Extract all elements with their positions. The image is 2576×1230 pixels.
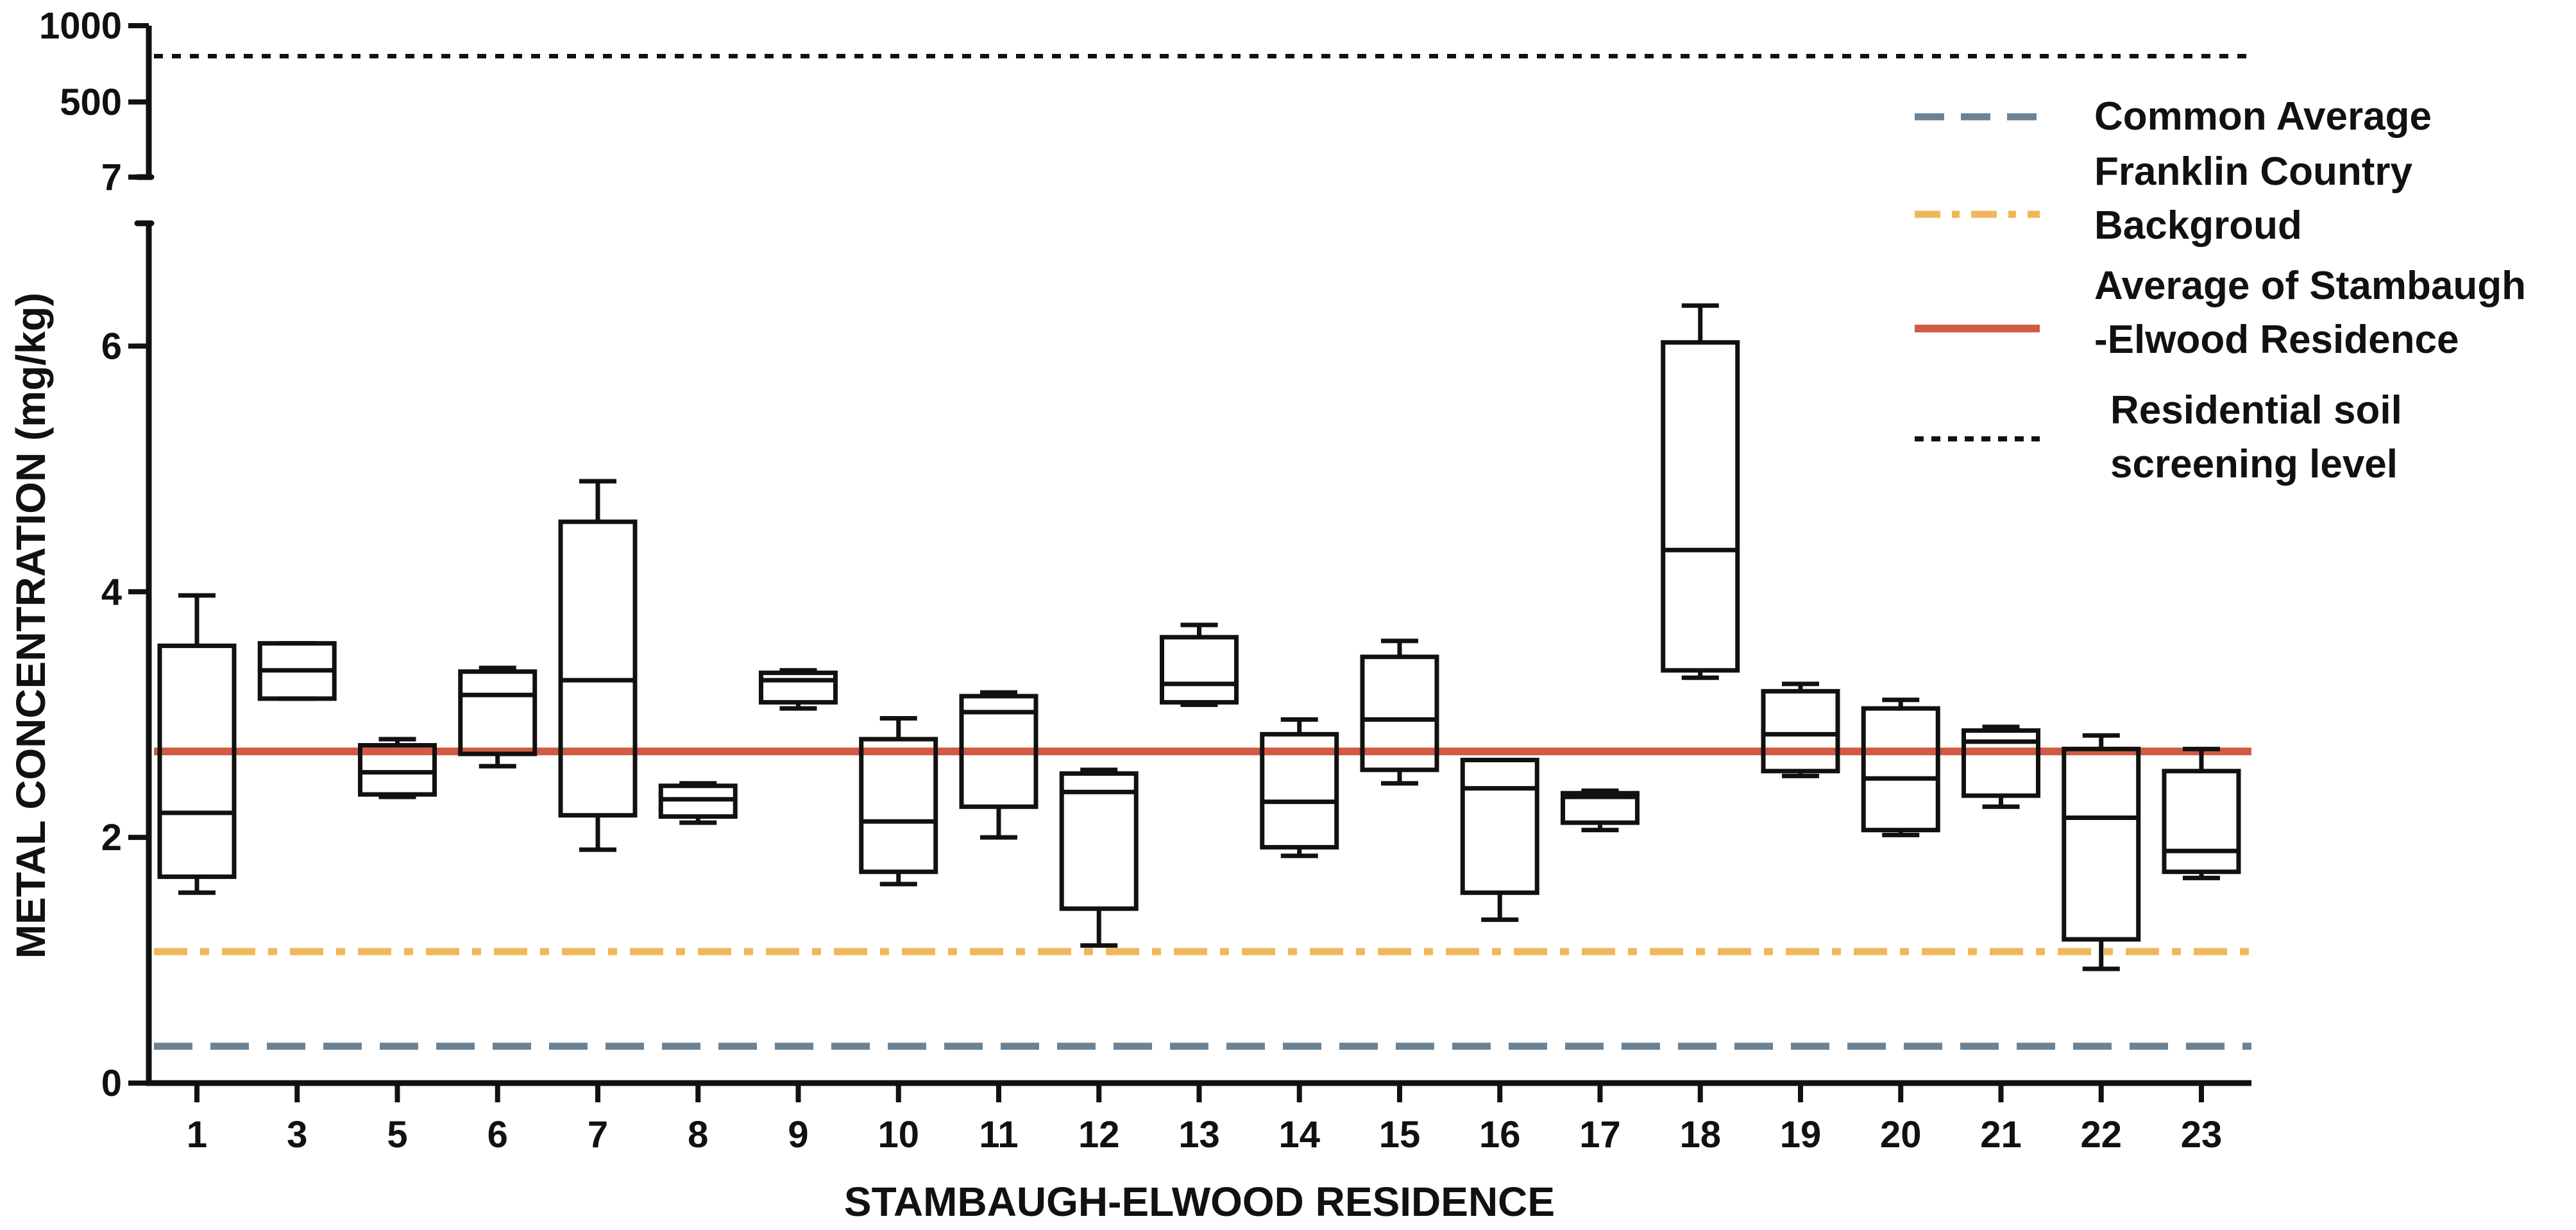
x-tick-label: 19 (1780, 1114, 1822, 1156)
box-7 (558, 479, 638, 852)
x-tick-label: 18 (1679, 1114, 1721, 1156)
box-iqr (157, 644, 237, 879)
x-tick-label: 3 (287, 1114, 307, 1156)
box-iqr (859, 737, 938, 875)
y-tick-label: 1000 (39, 5, 122, 47)
reference-lines (154, 54, 2251, 1050)
box-iqr (558, 519, 638, 818)
y-tick-label: 0 (101, 1063, 122, 1104)
y-tick-label: 500 (60, 81, 122, 123)
legend-label-4: Residential soil (2110, 388, 2402, 432)
y-tick-label: 6 (101, 325, 122, 367)
box-17 (1561, 788, 1640, 833)
lower-axis-panel: 0 2 4 6 (101, 220, 2251, 1104)
box-15 (1360, 638, 1439, 786)
x-tick-label: 7 (588, 1114, 608, 1156)
box-iqr (1761, 688, 1840, 774)
x-tick-label: 22 (2080, 1114, 2122, 1156)
box-iqr (1260, 731, 1339, 850)
box-10 (859, 715, 938, 887)
x-tick-label: 23 (2181, 1114, 2223, 1156)
box-iqr (1360, 654, 1439, 773)
x-tick-label: 21 (1980, 1114, 2022, 1156)
box-iqr (1460, 758, 1539, 895)
box-iqr (2062, 746, 2141, 942)
box-iqr (759, 671, 838, 705)
x-tick-label: 9 (788, 1114, 808, 1156)
box-iqr (458, 669, 538, 756)
x-tick-label: 15 (1379, 1114, 1421, 1156)
legend: Common Average Franklin Country Backgroud A… (1915, 94, 2526, 486)
y-tick-label: 2 (101, 817, 122, 858)
box-20 (1861, 697, 1940, 837)
box-8 (658, 781, 738, 825)
legend-label-1: Common Average (2094, 94, 2432, 139)
box-19 (1761, 681, 1840, 778)
box-iqr (1160, 635, 1239, 705)
box-16 (1460, 758, 1539, 922)
y-tick-label: 7 (101, 157, 122, 198)
x-tick-label: 5 (387, 1114, 407, 1156)
y-axis-title: METAL CONCENTRATION (mg/kg) (8, 293, 54, 959)
x-tick-label: 12 (1078, 1114, 1120, 1156)
legend-label-3: -Elwood Residence (2094, 318, 2459, 362)
box-13 (1160, 622, 1239, 707)
box-11 (959, 690, 1038, 840)
x-tick-label: 6 (487, 1114, 508, 1156)
x-tick-label: 10 (877, 1114, 919, 1156)
upper-axis-panel: 7 500 1000 (39, 5, 155, 198)
box-iqr (2162, 769, 2241, 875)
box-iqr (1962, 728, 2040, 798)
box-23 (2162, 746, 2241, 880)
x-tick-label: 11 (979, 1114, 1018, 1156)
x-tick-label: 14 (1278, 1114, 1320, 1156)
box-iqr (1561, 790, 1640, 825)
box-18 (1661, 303, 1740, 680)
y-tick-label: 4 (101, 571, 122, 613)
legend-label-4: screening level (2110, 442, 2398, 486)
box-1 (157, 593, 237, 895)
box-iqr (1059, 771, 1139, 911)
box-6 (458, 665, 538, 769)
x-tick-label: 13 (1178, 1114, 1220, 1156)
x-tick-label: 8 (688, 1114, 708, 1156)
legend-label-2: Backgroud (2094, 203, 2302, 248)
x-tick-label: 20 (1880, 1114, 1922, 1156)
x-axis-title: STAMBAUGH-ELWOOD RESIDENCE (844, 1179, 1555, 1225)
x-axis-ticks: 1 3 5 6 7 8 9 10 11 12 13 14 15 16 17 18 19 20 21 22 23 (187, 1083, 2222, 1156)
box-iqr (358, 743, 437, 797)
box-12 (1059, 767, 1139, 948)
x-tick-label: 17 (1579, 1114, 1621, 1156)
box-3 (257, 641, 337, 701)
legend-label-2: Franklin Country (2094, 149, 2413, 194)
box-iqr (959, 694, 1038, 809)
box-21 (1962, 724, 2040, 809)
box-22 (2062, 733, 2141, 971)
x-tick-label: 16 (1479, 1114, 1521, 1156)
legend-label-3: Average of Stambaugh (2094, 264, 2526, 308)
box-5 (358, 737, 437, 799)
box-iqr (1661, 340, 1740, 673)
x-tick-label: 1 (187, 1114, 207, 1156)
box-9 (759, 668, 838, 711)
box-14 (1260, 717, 1339, 858)
box-iqr (1861, 706, 1940, 833)
box-plots (157, 303, 2241, 971)
